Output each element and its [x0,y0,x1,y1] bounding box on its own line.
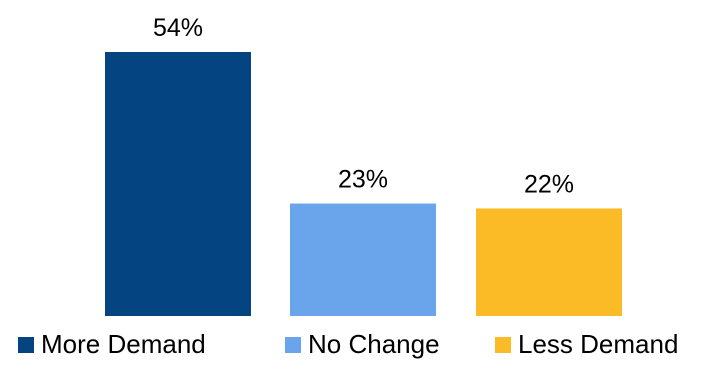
legend: More Demand No Change Less Demand [18,329,678,359]
data-labels-group: 54% 23% 22% [153,14,574,198]
legend-label: More Demand [41,329,206,359]
legend-item-more-demand: More Demand [18,329,206,359]
bar-more-demand [105,52,251,316]
data-label-less-demand: 22% [524,170,574,198]
data-label-more-demand: 54% [153,14,203,42]
bar-no-change [290,203,436,316]
legend-swatch [495,337,511,353]
bar-less-demand [476,208,622,316]
legend-label: Less Demand [518,329,678,359]
legend-swatch [18,337,34,353]
bars-group [105,52,622,316]
legend-item-less-demand: Less Demand [495,329,678,359]
legend-label: No Change [308,329,440,359]
legend-item-no-change: No Change [285,329,440,359]
data-label-no-change: 23% [338,166,388,194]
legend-swatch [285,337,301,353]
